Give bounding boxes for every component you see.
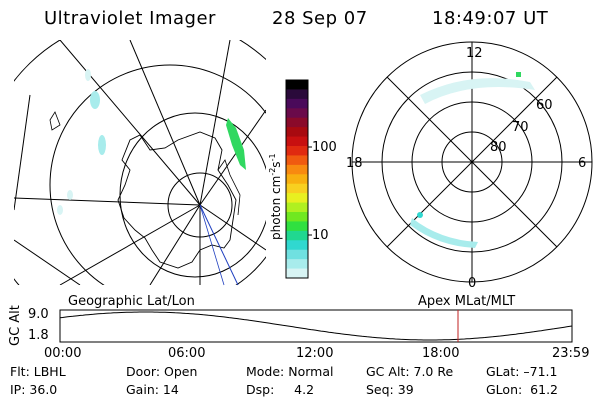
glon-readout: GLon: 61.2 [486, 382, 558, 397]
colorbar-tick-10: 10 [312, 228, 329, 243]
time-tick-1200: 12:00 [296, 346, 334, 361]
mlat-label-60: 60 [536, 98, 553, 113]
time-tick-0600: 06:00 [168, 346, 206, 361]
door-readout: Door: Open [126, 364, 198, 379]
colorbar-segment [286, 80, 308, 90]
altitude-axis-label: GC Alt [8, 305, 23, 346]
colorbar-segment [286, 202, 308, 213]
time-tick-2359: 23:59 [552, 346, 590, 361]
colorbar-segment [286, 127, 308, 138]
mlt-label-6: 6 [578, 156, 587, 171]
colorbar-segment [286, 249, 308, 260]
colorbar-segment [286, 164, 308, 175]
colorbar-segment [286, 268, 308, 279]
altitude-tick-9: 9.0 [28, 307, 49, 322]
geographic-caption: Geographic Lat/Lon [68, 294, 195, 309]
filter-readout: Flt: LBHL [10, 364, 66, 379]
time-tick-0000: 00:00 [44, 346, 82, 361]
time-label: 18:49:07 UT [432, 8, 549, 29]
mode-readout: Mode: Normal [246, 364, 334, 379]
colorbar-segment [286, 240, 308, 251]
mlt-label-0: 0 [468, 276, 477, 291]
date-label: 28 Sep 07 [272, 8, 368, 29]
colorbar-segment [286, 136, 308, 147]
colorbar-segment [286, 230, 308, 241]
instrument-title: Ultraviolet Imager [44, 8, 216, 29]
colorbar-segment [286, 146, 308, 156]
mlt-label-18: 18 [346, 156, 363, 171]
gc-alt-readout: GC Alt: 7.0 Re [366, 364, 454, 379]
colorbar-segment [286, 117, 308, 128]
apex-caption: Apex MLat/MLT [418, 294, 516, 309]
time-tick-1800: 18:00 [422, 346, 460, 361]
colorbar-border [285, 79, 309, 279]
colorbar-segment [286, 212, 308, 222]
gain-readout: Gain: 14 [126, 382, 179, 397]
colorbar-segment [286, 193, 308, 204]
colorbar-segment [286, 155, 308, 166]
mlt-label-12: 12 [466, 46, 483, 61]
colorbar-tick-100: 100 [312, 140, 337, 155]
colorbar-segment [286, 259, 308, 270]
dsp-readout: Dsp: 4.2 [246, 382, 315, 397]
colorbar-segment [286, 174, 308, 185]
glat-readout: GLat: –71.1 [486, 364, 558, 379]
ip-readout: IP: 36.0 [10, 382, 58, 397]
altitude-tick-1-8: 1.8 [28, 328, 49, 343]
colorbar-segment [286, 98, 308, 109]
colorbar-segment [286, 89, 308, 100]
mlat-label-80: 80 [490, 140, 507, 155]
mlat-label-70: 70 [512, 120, 529, 135]
colorbar-segment [286, 108, 308, 119]
colorbar-segment [286, 221, 308, 232]
seq-readout: Seq: 39 [366, 382, 414, 397]
colorbar-segment [286, 183, 308, 194]
